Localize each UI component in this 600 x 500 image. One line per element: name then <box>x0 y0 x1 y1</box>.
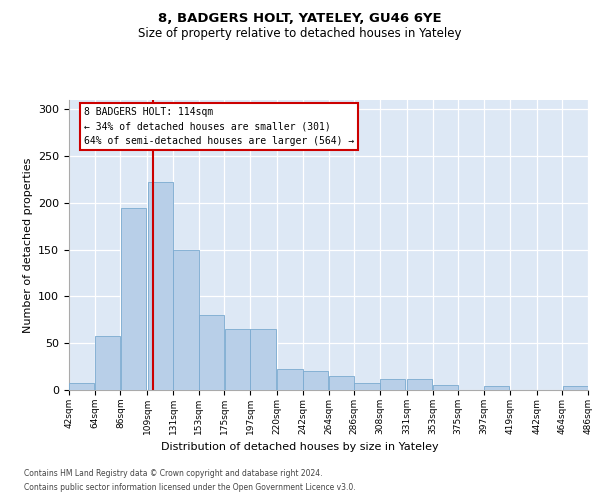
Bar <box>355 382 380 390</box>
Bar <box>250 329 275 390</box>
Bar <box>303 372 328 390</box>
Text: Distribution of detached houses by size in Yateley: Distribution of detached houses by size … <box>161 442 439 452</box>
Text: 8, BADGERS HOLT, YATELEY, GU46 6YE: 8, BADGERS HOLT, YATELEY, GU46 6YE <box>158 12 442 26</box>
Text: Contains HM Land Registry data © Crown copyright and database right 2024.: Contains HM Land Registry data © Crown c… <box>24 468 323 477</box>
Bar <box>407 379 432 390</box>
Bar <box>95 336 120 390</box>
Bar <box>380 379 406 390</box>
Bar <box>173 250 199 390</box>
Bar <box>563 386 588 390</box>
Text: 8 BADGERS HOLT: 114sqm
← 34% of detached houses are smaller (301)
64% of semi-de: 8 BADGERS HOLT: 114sqm ← 34% of detached… <box>84 106 355 146</box>
Bar <box>148 182 173 390</box>
Bar <box>199 315 224 390</box>
Bar <box>69 382 94 390</box>
Bar <box>224 329 250 390</box>
Bar <box>277 370 302 390</box>
Text: Size of property relative to detached houses in Yateley: Size of property relative to detached ho… <box>138 28 462 40</box>
Bar <box>329 376 354 390</box>
Bar <box>484 386 509 390</box>
Bar <box>433 386 458 390</box>
Bar <box>121 208 146 390</box>
Text: Contains public sector information licensed under the Open Government Licence v3: Contains public sector information licen… <box>24 484 356 492</box>
Y-axis label: Number of detached properties: Number of detached properties <box>23 158 32 332</box>
